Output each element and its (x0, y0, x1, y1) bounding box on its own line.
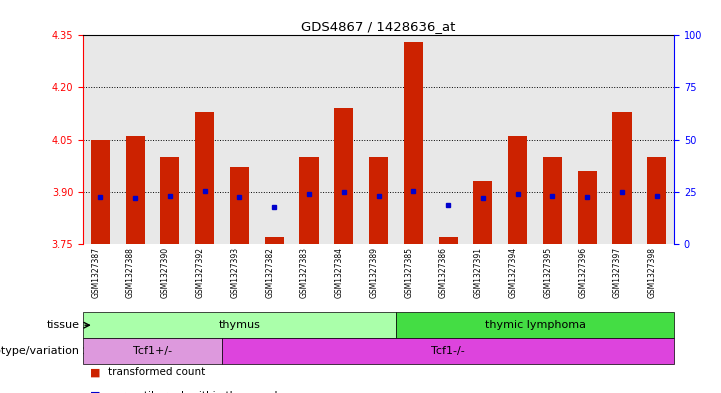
Text: ■: ■ (90, 367, 101, 377)
Text: percentile rank within the sample: percentile rank within the sample (108, 391, 284, 393)
Text: tissue: tissue (46, 320, 79, 330)
Bar (83, 338, 222, 364)
Text: GSM1327387: GSM1327387 (92, 247, 100, 298)
Bar (83, 312, 396, 338)
Bar (91, 140, 110, 244)
Bar (125, 136, 145, 244)
Bar (265, 237, 284, 244)
Text: GSM1327384: GSM1327384 (335, 247, 344, 298)
Text: genotype/variation: genotype/variation (0, 346, 79, 356)
Bar (647, 157, 666, 244)
Text: GSM1327396: GSM1327396 (578, 247, 587, 298)
Bar (396, 312, 674, 338)
Bar (299, 157, 319, 244)
Text: transformed count: transformed count (108, 367, 205, 377)
Text: ■: ■ (90, 391, 101, 393)
Text: thymic lymphoma: thymic lymphoma (485, 320, 585, 330)
Text: GSM1327389: GSM1327389 (370, 247, 379, 298)
Bar (473, 181, 492, 244)
Text: GSM1327388: GSM1327388 (126, 247, 135, 298)
Bar (578, 171, 597, 244)
Bar (160, 157, 180, 244)
Bar (369, 157, 388, 244)
Text: GSM1327382: GSM1327382 (265, 247, 274, 298)
Bar (404, 42, 423, 244)
Text: GSM1327398: GSM1327398 (647, 247, 657, 298)
Text: GSM1327395: GSM1327395 (544, 247, 552, 298)
Bar (508, 136, 527, 244)
Text: GSM1327383: GSM1327383 (300, 247, 309, 298)
Text: GSM1327397: GSM1327397 (613, 247, 622, 298)
Text: GSM1327391: GSM1327391 (474, 247, 483, 298)
Bar (543, 157, 562, 244)
Bar (438, 237, 458, 244)
Text: GSM1327393: GSM1327393 (231, 247, 239, 298)
Bar (612, 112, 632, 244)
Bar (195, 112, 214, 244)
Text: thymus: thymus (218, 320, 260, 330)
Text: Tcf1-/-: Tcf1-/- (431, 346, 465, 356)
Bar (334, 108, 353, 244)
Text: GSM1327385: GSM1327385 (404, 247, 413, 298)
Bar (222, 338, 674, 364)
Text: GSM1327394: GSM1327394 (508, 247, 518, 298)
Text: GSM1327392: GSM1327392 (195, 247, 205, 298)
Text: GSM1327386: GSM1327386 (439, 247, 448, 298)
Bar (230, 167, 249, 244)
Title: GDS4867 / 1428636_at: GDS4867 / 1428636_at (301, 20, 456, 33)
Text: Tcf1+/-: Tcf1+/- (133, 346, 172, 356)
Text: GSM1327390: GSM1327390 (161, 247, 170, 298)
